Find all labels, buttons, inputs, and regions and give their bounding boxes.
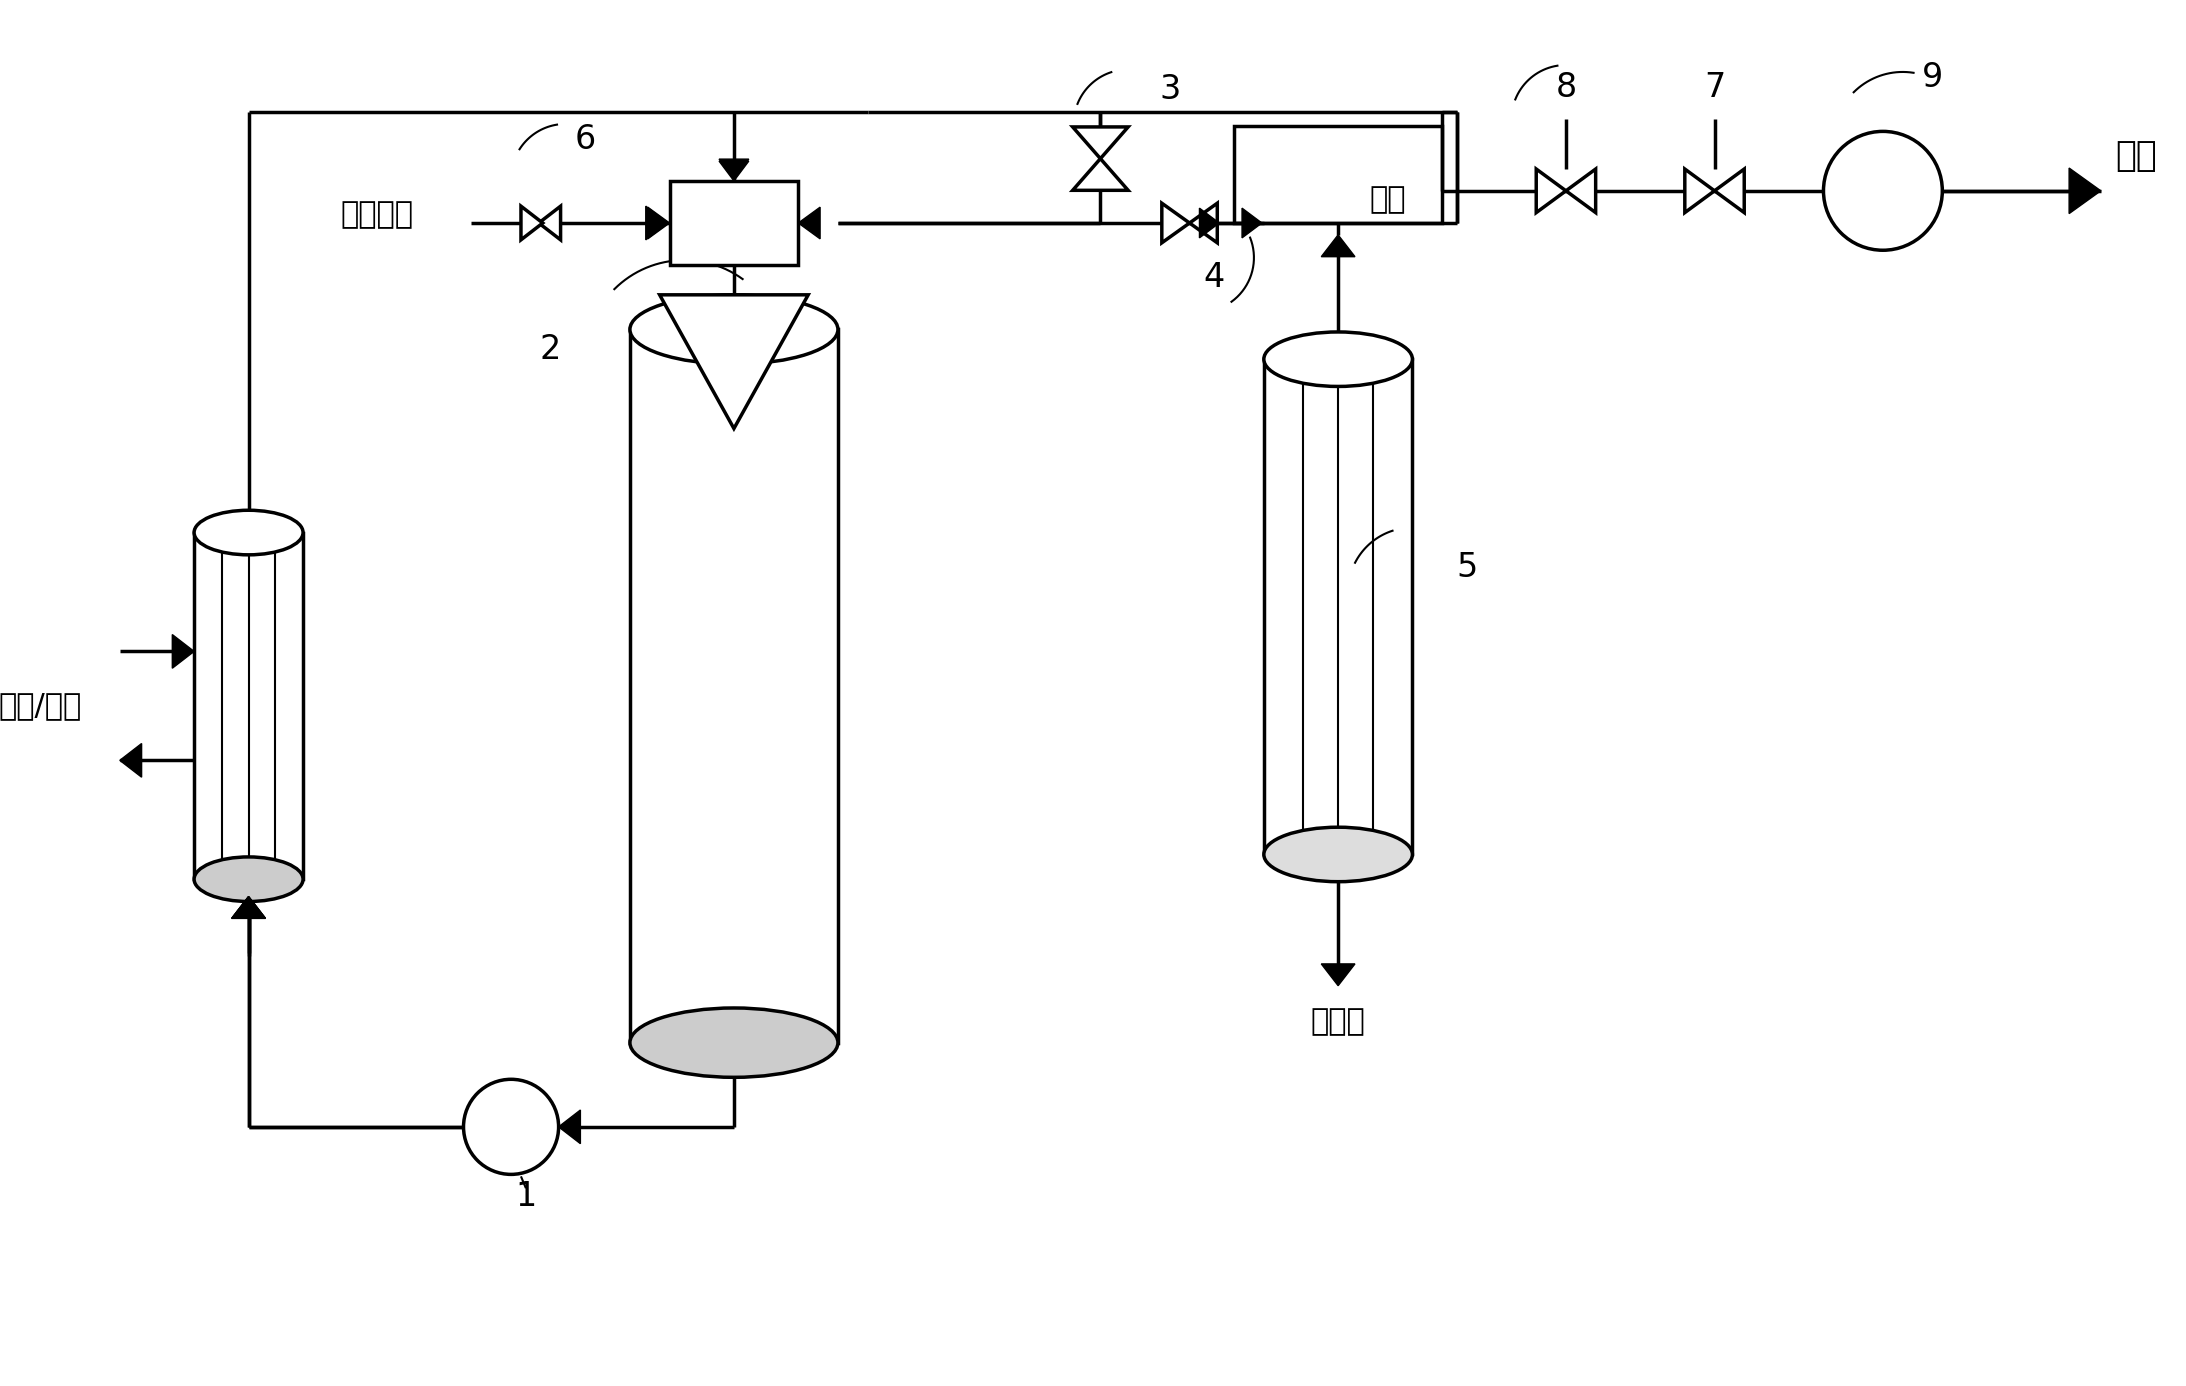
Polygon shape: [1073, 128, 1128, 158]
Bar: [1235, 126, 1443, 223]
Bar: [630, 330, 837, 1042]
Ellipse shape: [195, 510, 304, 554]
Circle shape: [1823, 132, 1943, 251]
Text: 馏出物: 馏出物: [1312, 1008, 1366, 1037]
Polygon shape: [232, 897, 265, 919]
Polygon shape: [520, 207, 542, 240]
Ellipse shape: [630, 295, 837, 365]
Polygon shape: [1161, 204, 1189, 243]
Ellipse shape: [1264, 827, 1412, 881]
Polygon shape: [1189, 204, 1218, 243]
Text: 6: 6: [575, 123, 597, 155]
Polygon shape: [1242, 208, 1261, 238]
Polygon shape: [1200, 208, 1220, 238]
Text: 废气: 废气: [2116, 139, 2158, 173]
Polygon shape: [719, 159, 750, 179]
Ellipse shape: [630, 1008, 837, 1077]
Bar: [1264, 359, 1412, 854]
Polygon shape: [660, 295, 809, 428]
Text: 4: 4: [1204, 262, 1224, 294]
Polygon shape: [538, 207, 560, 240]
Text: 2: 2: [540, 333, 562, 366]
Polygon shape: [232, 897, 265, 919]
Polygon shape: [798, 207, 820, 238]
Text: 9: 9: [1921, 61, 1943, 94]
Polygon shape: [719, 161, 750, 182]
Text: 8: 8: [1556, 71, 1576, 104]
Polygon shape: [1537, 169, 1565, 212]
Text: 3: 3: [1159, 73, 1180, 107]
Polygon shape: [1685, 169, 1714, 212]
Text: 加热/冷却: 加热/冷却: [0, 692, 83, 721]
Text: 7: 7: [1703, 71, 1725, 104]
Text: 1: 1: [516, 1179, 536, 1213]
Bar: [195, 532, 304, 879]
Text: 5: 5: [1456, 552, 1478, 584]
Polygon shape: [1565, 169, 1596, 212]
Bar: [669, 182, 798, 265]
Text: 气态成分: 气态成分: [341, 201, 413, 230]
Polygon shape: [647, 207, 669, 238]
Polygon shape: [1320, 963, 1355, 985]
Polygon shape: [232, 897, 265, 919]
Ellipse shape: [195, 857, 304, 901]
Polygon shape: [173, 635, 195, 668]
Circle shape: [463, 1080, 560, 1174]
Polygon shape: [1714, 169, 1744, 212]
Text: 盐水: 盐水: [1368, 186, 1406, 215]
Polygon shape: [645, 207, 667, 240]
Polygon shape: [1320, 234, 1355, 256]
Polygon shape: [560, 1110, 581, 1143]
Ellipse shape: [1264, 333, 1412, 387]
Polygon shape: [2070, 168, 2101, 213]
Polygon shape: [120, 743, 142, 778]
Polygon shape: [1073, 158, 1128, 190]
